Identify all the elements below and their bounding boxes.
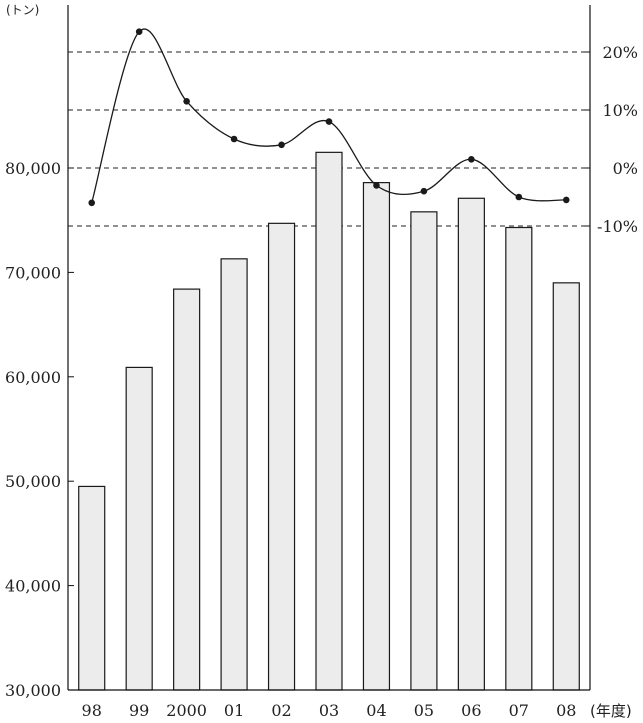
x-tick-label: 06 [461, 701, 481, 720]
bar [457, 197, 485, 691]
growth-line [91, 28, 567, 203]
bar [125, 366, 153, 691]
y2-tick-label: 10% [602, 101, 638, 120]
line-point [562, 196, 570, 204]
x-axis-labels: 98 99 2000 01 02 03 04 05 06 07 08 [82, 701, 577, 720]
y-tick-label: 60,000 [5, 368, 61, 387]
x-tick-label: 07 [509, 701, 529, 720]
line-point [515, 193, 523, 201]
line-point [325, 118, 333, 125]
bar [552, 282, 580, 691]
axes [67, 5, 591, 691]
y-axis-left-labels: 30,000 40,000 50,000 60,000 70,000 80,000 [5, 159, 61, 700]
line-point [373, 182, 380, 189]
x-tick-label: 04 [366, 701, 386, 720]
line-point [468, 156, 475, 163]
bar [78, 485, 106, 691]
x-tick-label: 02 [271, 701, 291, 720]
x-tick-label: 99 [129, 701, 149, 720]
line-point [278, 141, 285, 149]
bars-group [78, 151, 580, 691]
y-axis-right-labels: 20% 10% 0% -10% [597, 43, 638, 236]
y2-tick-label: 20% [602, 43, 638, 62]
bar [173, 288, 201, 691]
x-tick-label: 98 [82, 701, 102, 720]
x-tick-label: 03 [319, 701, 339, 720]
bar [505, 226, 533, 691]
line-point [88, 199, 96, 207]
x-tick-label: 2000 [166, 701, 207, 720]
bar [220, 258, 248, 691]
y-tick-label: 80,000 [5, 159, 61, 178]
x-tick-label: 05 [414, 701, 434, 720]
bar [362, 182, 391, 691]
line-point [135, 28, 143, 35]
line-point [420, 187, 428, 195]
line-point [183, 98, 190, 105]
y-axis-unit: (トン) [6, 3, 39, 17]
bar [410, 211, 438, 691]
y-tick-label: 70,000 [5, 263, 61, 282]
line-point [230, 135, 238, 143]
y-tick-label: 40,000 [5, 577, 61, 596]
growth-line-group [88, 28, 570, 207]
x-axis-unit: (年度) [590, 702, 632, 720]
y2-tick-label: 0% [613, 159, 638, 178]
bar [315, 151, 343, 691]
y-tick-label: 30,000 [5, 681, 61, 700]
bar [267, 222, 296, 691]
y2-tick-label: -10% [597, 217, 638, 236]
y-tick-label: 50,000 [5, 472, 61, 491]
x-tick-label: 01 [224, 701, 244, 720]
x-tick-label: 08 [556, 701, 576, 720]
